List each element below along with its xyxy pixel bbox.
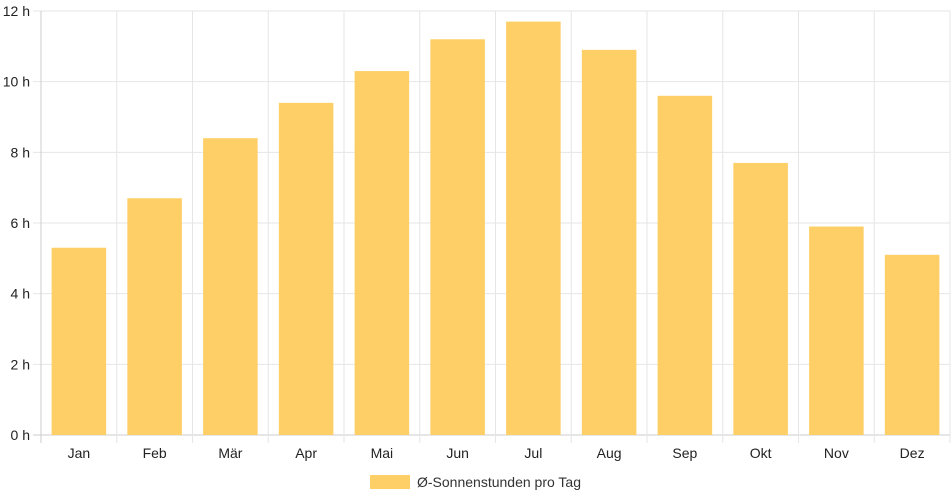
bar-mai[interactable]: [354, 71, 410, 436]
x-tick-label: Jul: [524, 445, 542, 461]
bar-dez[interactable]: [884, 254, 940, 435]
x-tick-label: Mär: [218, 445, 242, 461]
y-tick-label: 6 h: [11, 215, 30, 231]
bar-okt[interactable]: [733, 162, 788, 435]
x-tick-label: Nov: [824, 445, 849, 461]
x-tick-label: Mai: [371, 445, 394, 461]
bar-jan[interactable]: [51, 247, 107, 435]
x-tick-label: Jan: [68, 445, 91, 461]
bar-nov[interactable]: [809, 226, 864, 435]
bar-jun[interactable]: [430, 39, 485, 436]
legend-label[interactable]: Ø-Sonnenstunden pro Tag: [417, 474, 581, 490]
x-tick-label: Sep: [672, 445, 697, 461]
y-tick-label: 4 h: [11, 286, 30, 302]
bar-sep[interactable]: [657, 95, 713, 436]
y-tick-label: 8 h: [11, 144, 30, 160]
x-tick-label: Feb: [143, 445, 167, 461]
bar-jul[interactable]: [506, 21, 561, 435]
bar-apr[interactable]: [278, 102, 334, 435]
y-tick-label: 10 h: [3, 74, 30, 90]
bars-layer: [51, 21, 940, 436]
axis-layer: 0 h 2 h 4 h 6 h 8 h 10 h 12 h Jan Feb Mär Apr Mai Ju…: [3, 3, 925, 461]
x-tick-label: Apr: [295, 445, 317, 461]
y-tick-label: 0 h: [11, 427, 30, 443]
y-tick-label: 2 h: [11, 356, 30, 372]
x-tick-label: Dez: [900, 445, 925, 461]
bar-aug[interactable]: [581, 49, 637, 435]
legend[interactable]: Ø-Sonnenstunden pro Tag: [370, 474, 581, 490]
bar-mär[interactable]: [203, 138, 258, 435]
x-tick-label: Okt: [750, 445, 772, 461]
grid-layer: [33, 10, 951, 443]
bar-feb[interactable]: [127, 198, 182, 435]
x-tick-label: Jun: [446, 445, 469, 461]
x-tick-label: Aug: [597, 445, 622, 461]
legend-swatch[interactable]: [370, 475, 410, 489]
y-tick-label: 12 h: [3, 3, 30, 19]
